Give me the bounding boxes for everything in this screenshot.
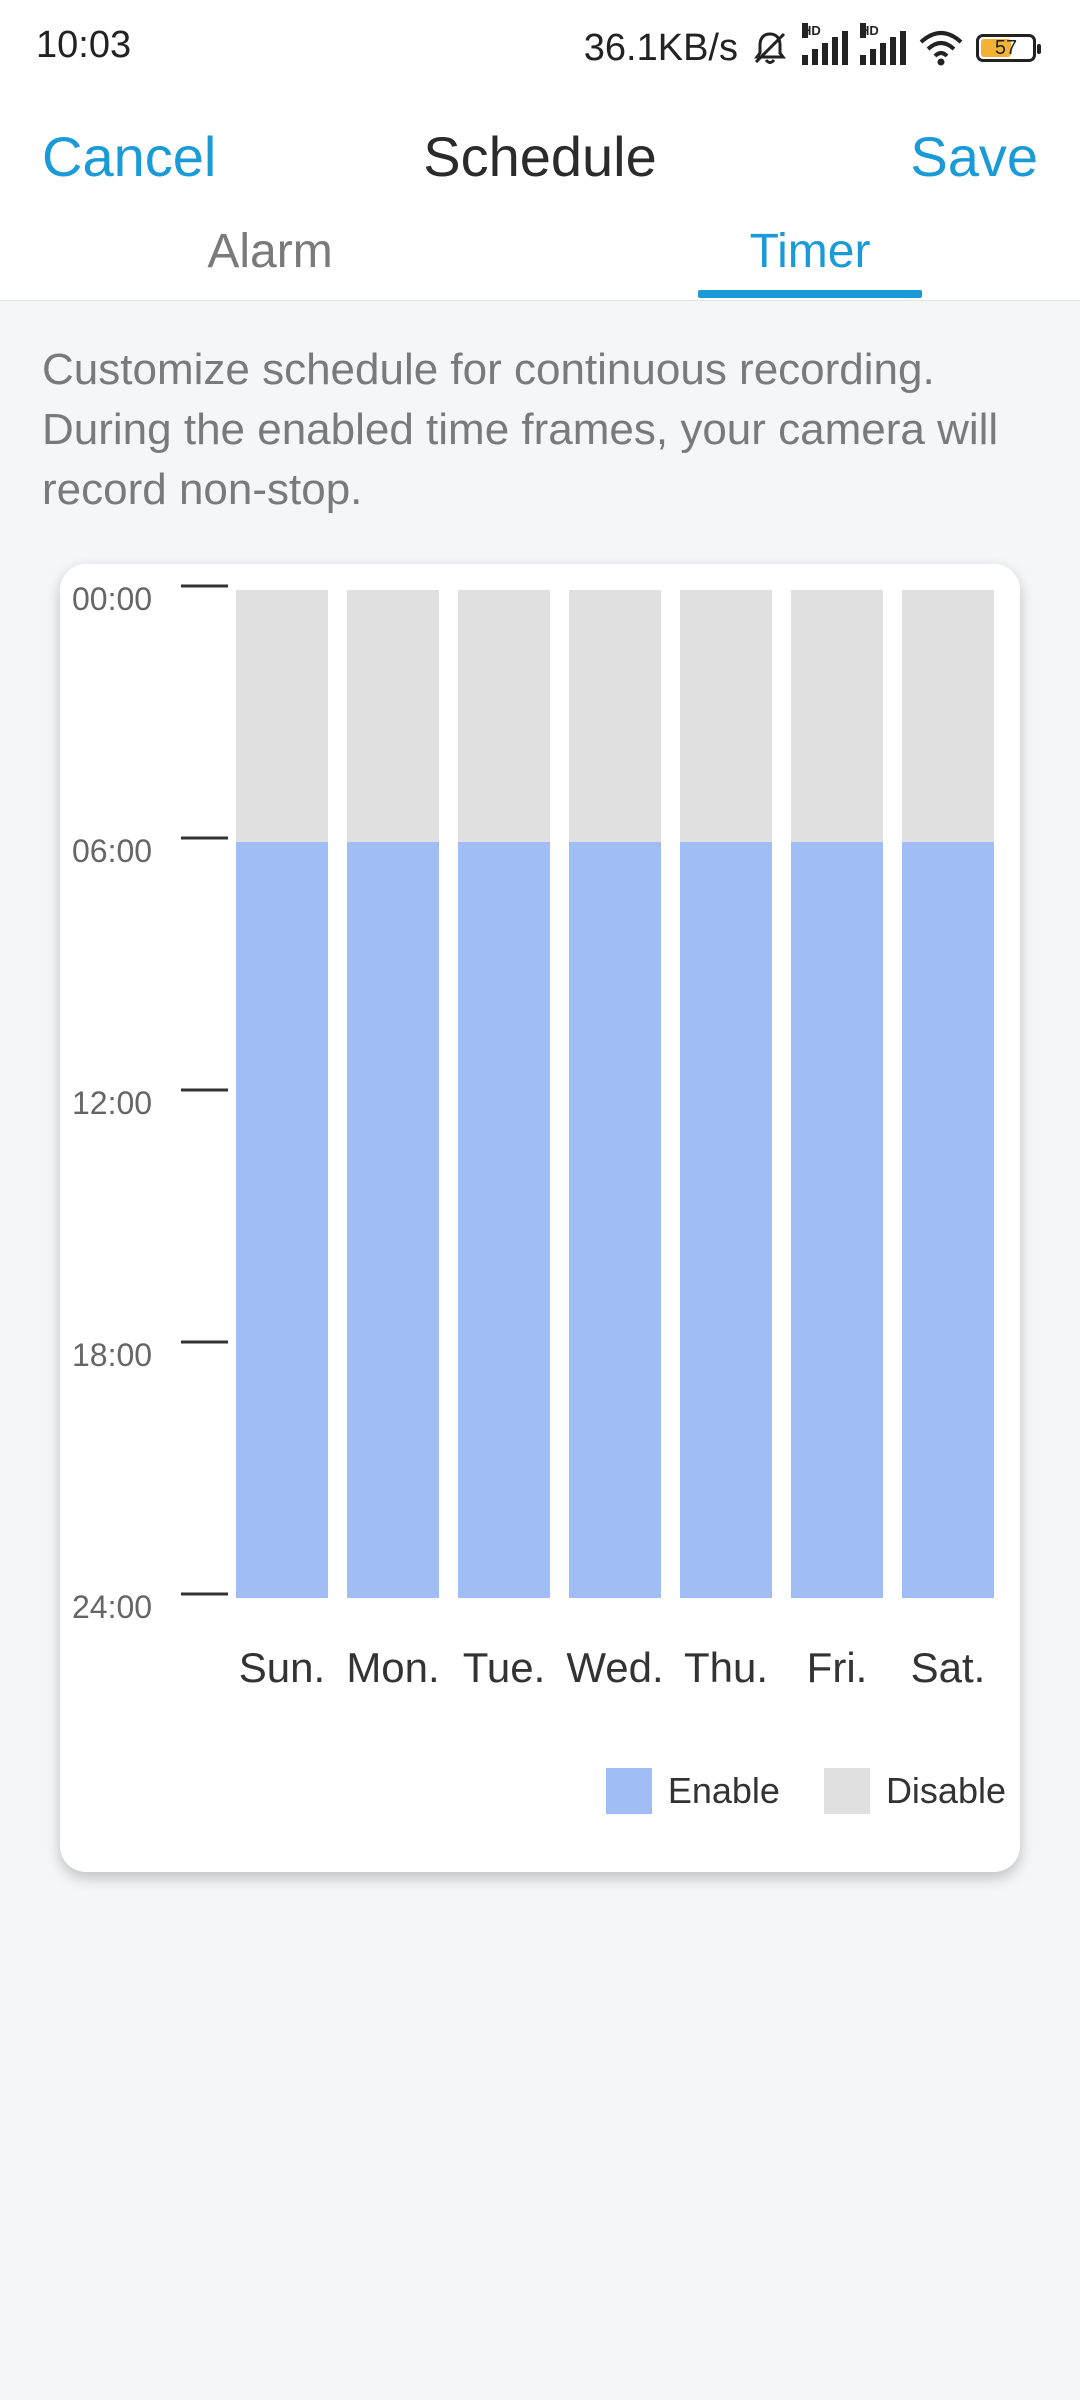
hd-signal-icon: HD (802, 23, 848, 65)
y-tick-label: 12:00 (72, 1085, 152, 1121)
active-tab-indicator (698, 290, 922, 298)
legend-disable-label: Disable (885, 1770, 1006, 1811)
schedule-description: Customize schedule for continuous record… (42, 345, 999, 514)
day-label: Fri. (807, 1644, 868, 1691)
y-tick-label: 24:00 (72, 1589, 152, 1625)
page-title: Schedule (423, 125, 657, 188)
tab-alarm[interactable]: Alarm (207, 225, 333, 278)
chart-legend: Enable Disable (562, 1768, 1006, 1814)
bar-enable-fri[interactable] (791, 842, 883, 1598)
day-label: Sat. (911, 1644, 986, 1691)
legend-enable: Enable (605, 1768, 780, 1814)
status-bar: 10:03 36.1KB/s HD HD 57 (0, 0, 1080, 96)
battery-level: 57 (994, 36, 1018, 59)
status-time: 10:03 (36, 24, 132, 66)
save-button[interactable]: Save (910, 125, 1038, 188)
schedule-chart[interactable]: 00:00 06:00 12:00 18:00 24:00 Sun. Mon. Tue. Wed… (60, 564, 1020, 1764)
cancel-button[interactable]: Cancel (42, 125, 217, 188)
header: Cancel Schedule Save Alarm Timer (0, 96, 1080, 301)
tab-timer[interactable]: Timer (749, 225, 871, 278)
bar-disable-thu[interactable] (680, 590, 772, 842)
legend-enable-swatch (605, 1768, 652, 1814)
day-label: Tue. (463, 1644, 545, 1691)
bar-enable-sat[interactable] (902, 842, 994, 1598)
day-label: Wed. (566, 1644, 663, 1691)
legend-disable: Disable (823, 1768, 1006, 1814)
legend-enable-label: Enable (667, 1770, 780, 1811)
mute-bell-icon (754, 32, 786, 64)
legend-disable-swatch (823, 1768, 870, 1814)
day-label: Thu. (684, 1644, 768, 1691)
bar-enable-thu[interactable] (680, 842, 772, 1598)
wifi-icon (919, 31, 963, 66)
day-label: Mon. (346, 1644, 439, 1691)
y-tick-label: 18:00 (72, 1337, 152, 1373)
bar-disable-sat[interactable] (902, 590, 994, 842)
bar-enable-tue[interactable] (458, 842, 550, 1598)
bar-disable-fri[interactable] (791, 590, 883, 842)
bar-disable-wed[interactable] (569, 590, 661, 842)
bar-enable-wed[interactable] (569, 842, 661, 1598)
bar-disable-tue[interactable] (458, 590, 550, 842)
y-tick-label: 00:00 (72, 581, 152, 617)
y-tick-label: 06:00 (72, 833, 152, 869)
schedule-chart-card: 00:00 06:00 12:00 18:00 24:00 Sun. Mon. Tue. Wed… (60, 564, 1020, 1872)
network-speed: 36.1KB/s (583, 26, 738, 69)
status-icons: 36.1KB/s HD HD 57 (583, 22, 1041, 74)
bar-enable-sun[interactable] (236, 842, 328, 1598)
bar-enable-mon[interactable] (347, 842, 439, 1598)
hd-signal-icon: HD (860, 23, 906, 65)
bar-disable-sun[interactable] (236, 590, 328, 842)
day-label: Sun. (239, 1644, 325, 1691)
battery-icon: 57 (976, 34, 1041, 62)
bar-disable-mon[interactable] (347, 590, 439, 842)
